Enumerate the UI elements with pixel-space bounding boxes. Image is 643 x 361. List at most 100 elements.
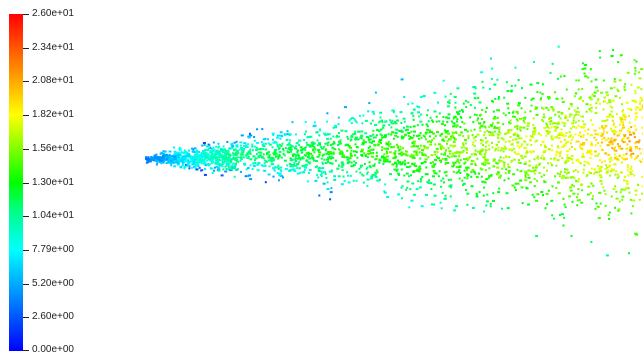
particle bbox=[477, 97, 479, 99]
particle bbox=[543, 158, 546, 160]
particle bbox=[578, 178, 580, 180]
particle bbox=[416, 105, 418, 107]
particle bbox=[396, 170, 398, 172]
particle bbox=[568, 195, 571, 197]
particle bbox=[447, 105, 450, 107]
particle bbox=[558, 137, 561, 139]
particle bbox=[506, 81, 508, 83]
particle bbox=[427, 156, 429, 158]
particle bbox=[214, 155, 216, 157]
particle bbox=[588, 129, 590, 131]
particle bbox=[222, 168, 224, 170]
particle bbox=[596, 202, 598, 204]
particle bbox=[398, 174, 400, 176]
particle bbox=[462, 111, 464, 113]
particle bbox=[210, 167, 212, 169]
particle bbox=[612, 49, 614, 51]
particle bbox=[488, 175, 490, 177]
scale-tick bbox=[23, 183, 29, 184]
particle bbox=[379, 139, 382, 141]
particle bbox=[595, 208, 597, 210]
particle bbox=[484, 131, 486, 133]
particle bbox=[346, 171, 348, 173]
particle bbox=[560, 171, 562, 173]
particle bbox=[353, 150, 356, 152]
particle bbox=[413, 119, 415, 121]
particle bbox=[368, 153, 370, 155]
particle bbox=[511, 144, 514, 146]
particle bbox=[580, 184, 583, 186]
particle bbox=[455, 131, 457, 133]
particle bbox=[343, 176, 345, 178]
particle bbox=[279, 144, 281, 146]
particle bbox=[171, 158, 173, 160]
particle bbox=[158, 158, 160, 160]
particle bbox=[560, 141, 562, 143]
particle bbox=[614, 153, 616, 155]
particle bbox=[406, 181, 409, 183]
particle bbox=[454, 107, 456, 109]
particle bbox=[217, 163, 219, 165]
particle bbox=[415, 154, 418, 156]
particle bbox=[282, 143, 284, 145]
particle bbox=[489, 134, 492, 136]
particle bbox=[447, 101, 449, 103]
particle bbox=[201, 145, 203, 147]
particle bbox=[437, 102, 439, 104]
particle bbox=[237, 153, 239, 155]
particle bbox=[567, 119, 569, 121]
particle bbox=[218, 165, 220, 167]
particle bbox=[578, 79, 580, 81]
particle bbox=[279, 154, 281, 156]
particle bbox=[519, 118, 522, 120]
particle bbox=[303, 139, 305, 141]
particle bbox=[530, 84, 533, 86]
particle bbox=[557, 98, 559, 100]
particle bbox=[577, 125, 579, 127]
particle bbox=[298, 140, 301, 142]
particle bbox=[430, 141, 432, 143]
particle bbox=[619, 147, 621, 149]
particle bbox=[290, 164, 292, 166]
particle bbox=[542, 155, 544, 157]
particle bbox=[357, 131, 360, 133]
particle bbox=[475, 136, 477, 138]
particle bbox=[327, 144, 329, 146]
particle bbox=[634, 59, 636, 61]
particle bbox=[631, 153, 633, 155]
particle bbox=[573, 119, 575, 121]
particle bbox=[218, 170, 220, 172]
particle bbox=[556, 123, 558, 125]
particle bbox=[627, 164, 629, 166]
particle bbox=[453, 116, 456, 118]
particle bbox=[546, 203, 548, 205]
particle bbox=[620, 148, 623, 150]
particle bbox=[414, 157, 416, 159]
particle bbox=[554, 175, 556, 177]
particle bbox=[629, 146, 632, 148]
particle bbox=[501, 208, 503, 210]
particle bbox=[367, 156, 369, 158]
particle bbox=[258, 148, 261, 150]
particle bbox=[261, 128, 263, 130]
particle bbox=[421, 162, 424, 164]
particle bbox=[611, 137, 613, 139]
particle bbox=[186, 152, 188, 154]
particle bbox=[545, 107, 548, 109]
particle bbox=[551, 137, 553, 139]
particle bbox=[631, 84, 633, 86]
particle bbox=[554, 114, 556, 116]
particle bbox=[152, 159, 154, 161]
particle bbox=[540, 157, 542, 159]
particle bbox=[588, 171, 590, 173]
particle bbox=[566, 89, 568, 91]
particle bbox=[448, 147, 450, 149]
particle bbox=[592, 185, 594, 187]
particle bbox=[474, 97, 477, 99]
particle bbox=[204, 144, 206, 146]
particle bbox=[529, 181, 532, 183]
particle bbox=[288, 142, 290, 144]
particle bbox=[636, 141, 639, 143]
particle bbox=[554, 136, 557, 138]
particle bbox=[330, 187, 332, 189]
